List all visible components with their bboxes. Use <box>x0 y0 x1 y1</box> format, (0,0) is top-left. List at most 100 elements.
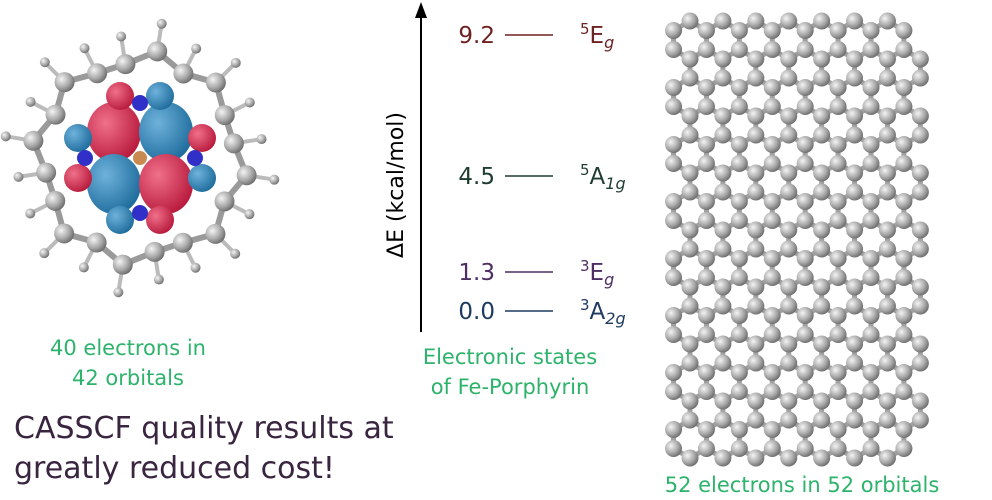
carbon-atom <box>780 278 798 296</box>
carbon-atom <box>895 79 913 96</box>
carbon-atom <box>697 364 715 381</box>
carbon-atom <box>895 250 913 267</box>
carbon-atom <box>54 223 75 244</box>
carbon-atom <box>780 411 798 429</box>
carbon-atom <box>895 421 913 438</box>
carbon-atom <box>763 22 781 39</box>
orbital-lobe <box>188 164 216 192</box>
carbon-atom <box>780 69 798 87</box>
carbon-atom <box>780 164 798 182</box>
carbon-atom <box>763 421 781 438</box>
carbon-atom <box>878 335 896 353</box>
carbon-atom <box>895 155 913 172</box>
state-subscript: g <box>604 270 614 289</box>
carbon-atom <box>747 164 765 182</box>
carbon-atom <box>681 278 699 296</box>
carbon-atom <box>763 307 781 324</box>
carbon-atom <box>796 136 814 153</box>
carbon-atom <box>862 193 880 210</box>
orbital-lobe <box>146 206 174 234</box>
state-subscript: 2g <box>605 309 625 328</box>
carbon-atom <box>697 307 715 324</box>
nitrogen-atom <box>187 150 203 166</box>
hydrogen-atom <box>244 209 255 220</box>
state-subscript: g <box>604 33 614 52</box>
carbon-atom <box>796 307 814 324</box>
carbon-atom <box>747 411 765 429</box>
carbon-atom <box>829 98 847 115</box>
carbon-atom <box>846 449 864 467</box>
carbon-atom <box>862 421 880 438</box>
carbon-atom <box>665 22 683 39</box>
carbon-atom <box>846 12 864 30</box>
carbon-atom <box>911 297 929 315</box>
carbon-atom <box>878 354 896 372</box>
carbon-atom <box>895 269 913 286</box>
carbon-atom <box>730 41 748 58</box>
carbon-atom <box>665 98 683 115</box>
carbon-atom <box>214 191 235 212</box>
carbon-atom <box>681 107 699 125</box>
orbital-lobe <box>188 124 216 152</box>
carbon-atom <box>911 107 929 125</box>
carbon-atom <box>895 193 913 210</box>
carbon-atom <box>730 440 748 457</box>
carbon-atom <box>697 421 715 438</box>
carbon-atom <box>747 449 765 467</box>
carbon-atom <box>697 212 715 229</box>
carbon-atom <box>846 240 864 258</box>
carbon-atom <box>697 326 715 343</box>
carbon-atom <box>813 50 831 68</box>
carbon-atom <box>829 250 847 267</box>
carbon-atom <box>780 335 798 353</box>
graphene-ribbon <box>665 12 929 467</box>
carbon-atom <box>665 269 683 286</box>
orbital-lobe <box>106 82 134 110</box>
carbon-atom <box>144 241 165 262</box>
carbon-atom <box>846 126 864 144</box>
carbon-atom <box>681 183 699 201</box>
carbon-atom <box>780 449 798 467</box>
hydrogen-atom <box>39 57 50 68</box>
carbon-atom <box>829 326 847 343</box>
carbon-atom <box>813 278 831 296</box>
carbon-atom <box>747 392 765 410</box>
carbon-atom <box>878 69 896 87</box>
carbon-atom <box>714 107 732 125</box>
carbon-atom <box>665 307 683 324</box>
carbon-atom <box>730 364 748 381</box>
carbon-atom <box>697 98 715 115</box>
carbon-atom <box>796 193 814 210</box>
carbon-atom <box>911 240 929 258</box>
carbon-atom <box>862 212 880 229</box>
carbon-atom <box>829 364 847 381</box>
carbon-atom <box>829 41 847 58</box>
carbon-atom <box>911 278 929 296</box>
carbon-atom <box>730 307 748 324</box>
hydrogen-atom <box>256 134 267 145</box>
carbon-atom <box>763 98 781 115</box>
energy-value: 0.0 <box>458 299 495 325</box>
state-multiplicity: 3 <box>580 296 590 314</box>
carbon-atom <box>747 107 765 125</box>
orbital-lobe <box>87 154 141 214</box>
carbon-atom <box>714 449 732 467</box>
carbon-atom <box>829 307 847 324</box>
carbon-atom <box>911 50 929 68</box>
carbon-atom <box>714 126 732 144</box>
carbon-atom <box>878 126 896 144</box>
carbon-atom <box>681 221 699 239</box>
carbon-atom <box>796 440 814 457</box>
carbon-atom <box>665 440 683 457</box>
carbon-atom <box>911 164 929 182</box>
carbon-atom <box>862 383 880 400</box>
carbon-atom <box>714 240 732 258</box>
carbon-atom <box>911 411 929 429</box>
carbon-atom <box>747 221 765 239</box>
carbon-atom <box>829 440 847 457</box>
carbon-atom <box>714 392 732 410</box>
caption-line: 42 orbitals <box>72 366 184 390</box>
carbon-atom <box>829 136 847 153</box>
carbon-atom <box>911 392 929 410</box>
